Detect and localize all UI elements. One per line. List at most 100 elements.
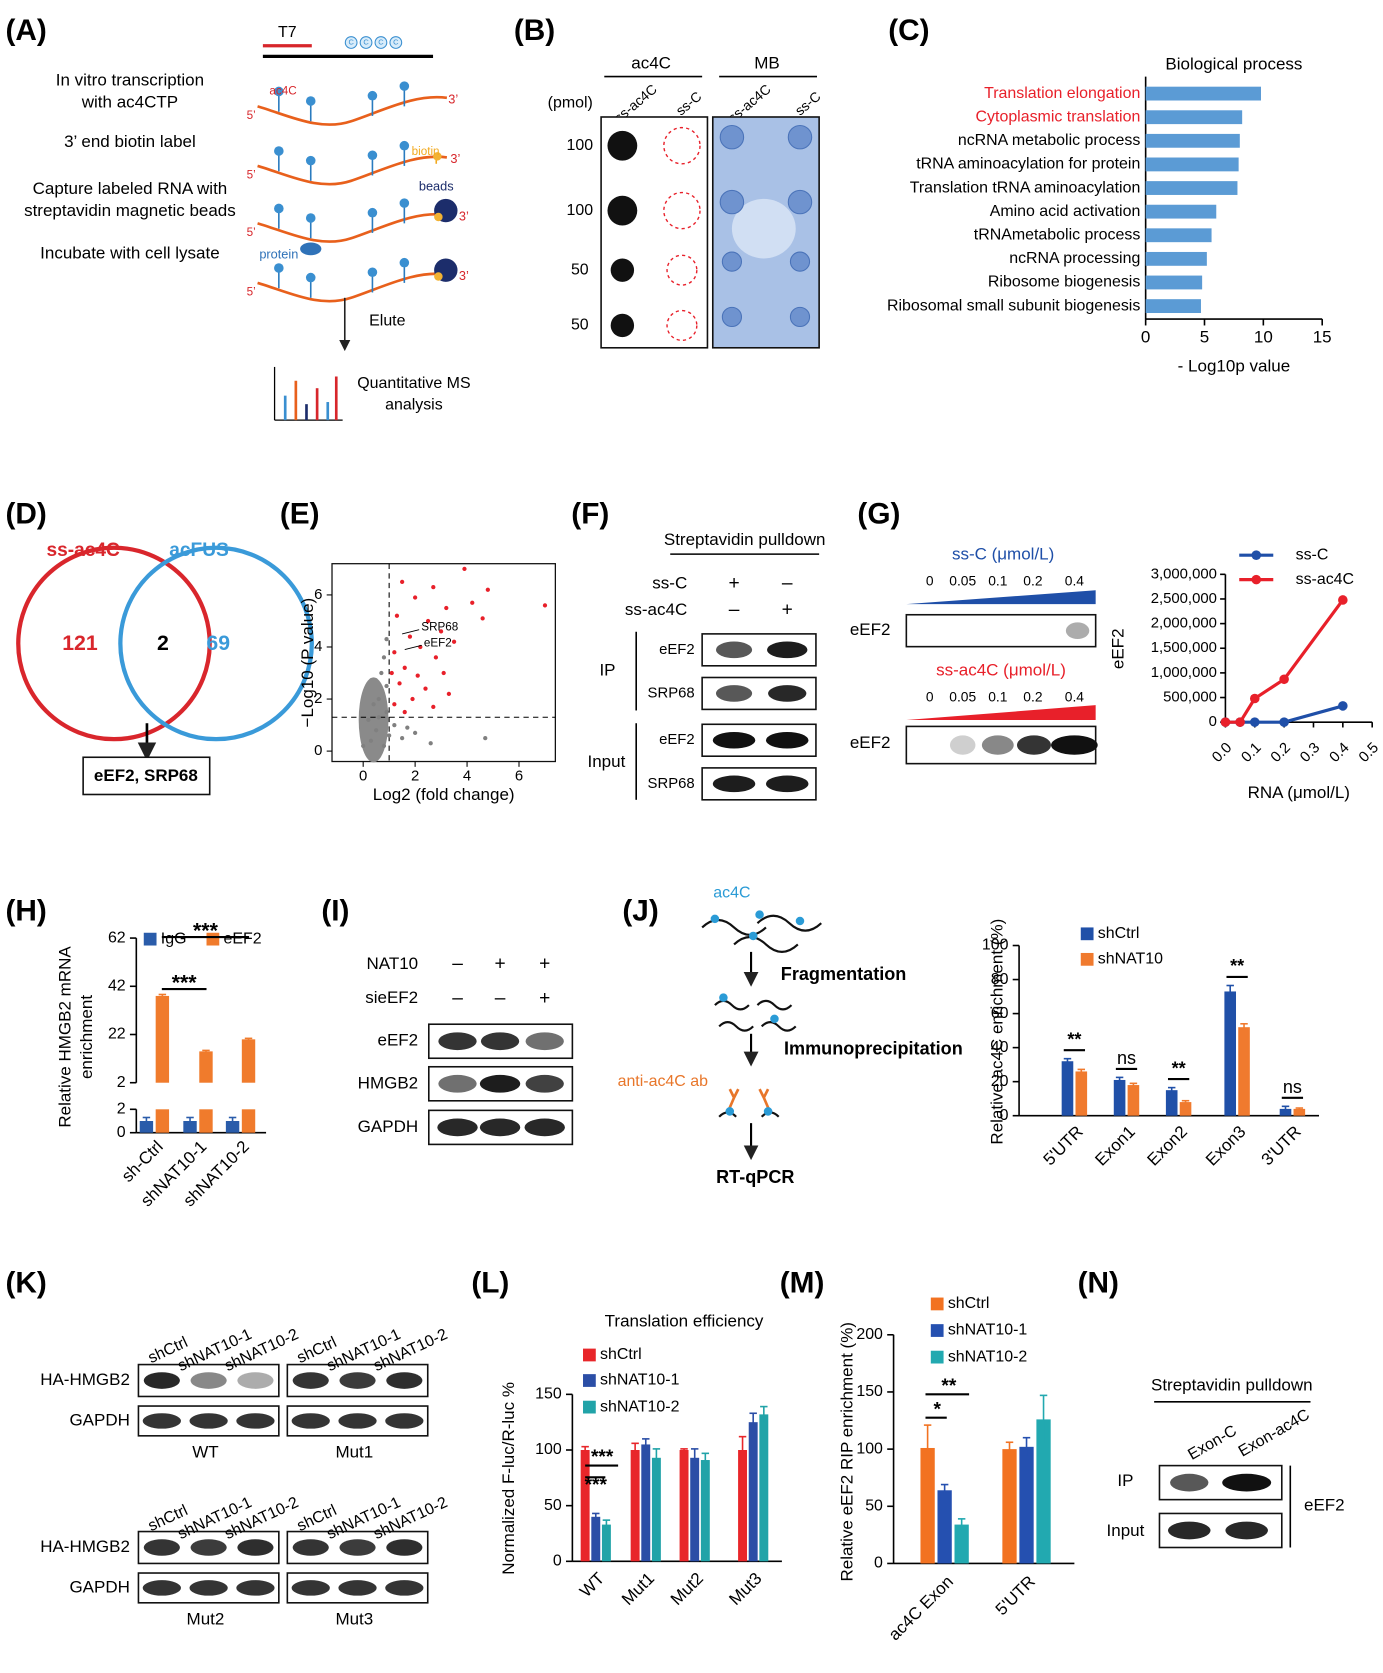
x-tick-label: Mut1: [618, 1569, 658, 1609]
label: 50: [571, 317, 589, 334]
label: 5’: [247, 286, 256, 299]
legend-label: shCtrl: [1098, 925, 1140, 942]
biotin: [433, 152, 442, 161]
label: Mut2: [187, 1609, 225, 1628]
blot-band: [1170, 1473, 1209, 1492]
label: –: [782, 573, 793, 594]
label: **: [941, 1376, 956, 1397]
label: Exon-ac4C: [1236, 1406, 1313, 1460]
bar: [1179, 1102, 1192, 1116]
point: [374, 728, 379, 733]
bar: [651, 1457, 661, 1562]
bar: [954, 1524, 969, 1564]
y-tick-label: 2: [117, 1074, 126, 1091]
rna-fragment: [733, 935, 799, 953]
ac4c-ball: [399, 257, 410, 268]
label: Capture labeled RNA with: [33, 179, 228, 198]
bar: [1127, 1085, 1140, 1116]
ac4c-ball: [305, 155, 316, 166]
bar: [679, 1450, 689, 1562]
blot-band: [438, 1032, 477, 1051]
bar: [937, 1490, 952, 1564]
label: eEF2, SRP68: [94, 766, 198, 785]
label: eEF2: [1304, 1496, 1345, 1515]
rna-fragment: [718, 1021, 754, 1032]
point: [384, 637, 389, 642]
y-tick-label: 62: [108, 929, 126, 946]
legend-label: shNAT10-1: [600, 1372, 680, 1389]
label: ss-C: [652, 573, 687, 592]
label: **: [1172, 1058, 1187, 1078]
ac4c-ball: [367, 267, 378, 278]
label: ***: [585, 1475, 608, 1496]
category-label: Ribosomal small subunit biogenesis: [887, 297, 1140, 314]
annotation-leader: [404, 644, 422, 651]
mb-spot: [721, 251, 743, 272]
dot-empty: [663, 191, 701, 230]
dot-empty: [666, 309, 698, 342]
biotin: [434, 212, 443, 222]
point: [444, 605, 449, 611]
y-tick-label: 42: [108, 978, 126, 995]
bar: [155, 1109, 170, 1133]
label: –: [452, 988, 463, 1009]
ac4c-ball: [367, 150, 378, 161]
point: [368, 738, 374, 743]
point: [400, 579, 405, 585]
category-label: Ribosome biogenesis: [988, 274, 1140, 291]
legend-label: shNAT10-1: [948, 1322, 1028, 1339]
blot: [905, 613, 1097, 648]
label: enrichment: [77, 995, 96, 1079]
legend-swatch: [583, 1374, 596, 1387]
point: [485, 587, 490, 592]
label: +: [728, 573, 739, 594]
bar: [241, 1039, 256, 1083]
label: Log2 (fold change): [373, 785, 515, 804]
bar: [1113, 1079, 1126, 1116]
point: [394, 613, 400, 618]
blot-band: [479, 1074, 521, 1093]
label: ac4C: [713, 885, 750, 902]
point: [400, 735, 405, 741]
mb-spot: [719, 124, 745, 150]
dot-signal: [610, 258, 635, 282]
y-tick-label: 2,000,000: [1151, 616, 1217, 632]
point: [402, 665, 407, 670]
ac4c-site: [374, 36, 388, 49]
label: ***: [193, 918, 219, 942]
y-tick-label: 200: [856, 1326, 883, 1343]
ac4c-ball: [305, 96, 316, 106]
legend-label: shNAT10: [1098, 951, 1163, 968]
legend-swatch: [930, 1297, 944, 1311]
point: [389, 670, 394, 676]
line: [1225, 599, 1345, 724]
point: [438, 629, 444, 634]
label: 50: [571, 261, 589, 278]
label: IP: [599, 661, 615, 680]
bar: [1145, 251, 1207, 266]
label: Streptavidin pulldown: [1151, 1375, 1313, 1394]
blot-band: [339, 1372, 376, 1389]
label: ss-ac4C: [46, 540, 120, 561]
blot-band: [339, 1539, 376, 1556]
label: HA-HMGB2: [40, 1537, 130, 1556]
label: RNA (μmol/L): [1248, 783, 1350, 802]
blot-band: [438, 1074, 477, 1093]
mb-spot: [787, 124, 813, 150]
category-label: tRNA aminoacylation for protein: [916, 156, 1140, 173]
panel-label: (E): [280, 498, 320, 531]
label: Input: [1107, 1521, 1145, 1540]
label: RT-qPCR: [716, 1167, 794, 1187]
label: Input: [588, 752, 626, 771]
gradient-wedge: [906, 705, 1096, 721]
label: Elute: [369, 312, 405, 329]
x-tick-label: 0: [359, 768, 367, 784]
point: [371, 702, 376, 707]
bar: [920, 1447, 935, 1564]
protein-blob: [300, 242, 322, 256]
label: C: [363, 38, 369, 47]
bar: [1165, 1090, 1178, 1116]
point: [410, 696, 415, 702]
